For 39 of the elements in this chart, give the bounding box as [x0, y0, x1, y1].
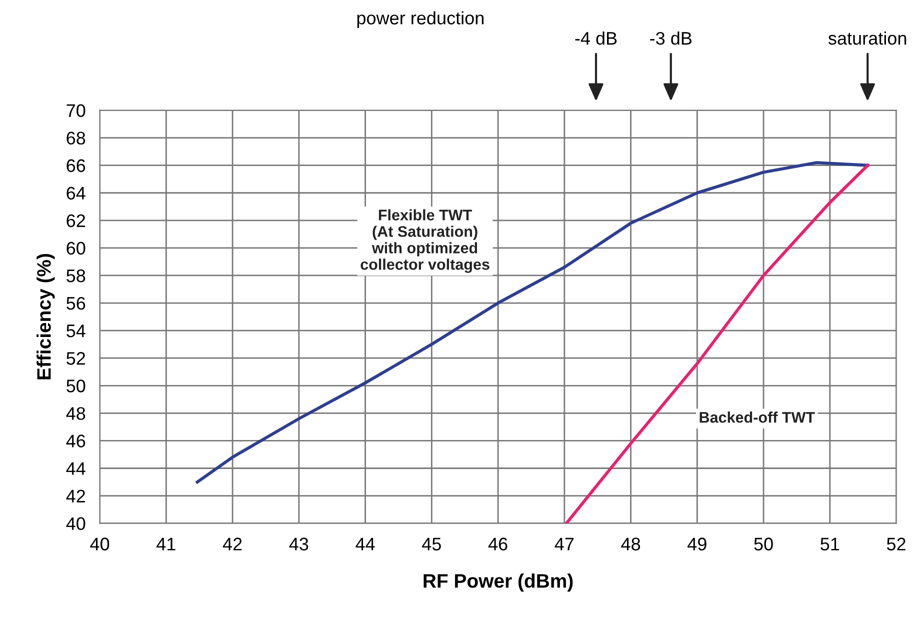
y-axis-title: Efficiency (%): [36, 254, 55, 380]
text: Flexible TWT (At Saturation) with optimized collector voltages: [360, 209, 490, 273]
y-tick-label: 50: [66, 380, 86, 392]
y-tick-label: 48: [66, 407, 86, 420]
y-tick-label: 54: [66, 324, 86, 338]
text: -3 dB: [650, 31, 692, 45]
text: power reduction: [357, 11, 484, 28]
x-tick-label: 41: [156, 538, 176, 550]
y-tick-label: 64: [66, 186, 86, 200]
x-tick-label: 43: [289, 538, 308, 550]
y-tick-label: 58: [66, 269, 86, 282]
y-tick-label: 66: [66, 159, 86, 172]
y-tick-label: 60: [66, 242, 86, 255]
x-tick-label: 50: [754, 538, 773, 550]
y-tick-label: 68: [66, 132, 86, 145]
line-series: [564, 164, 870, 524]
x-tick-label: 40: [90, 538, 110, 550]
x-axis-title: RF Power (dBm): [424, 573, 573, 592]
x-tick-label: 51: [820, 538, 840, 550]
y-tick-label: 52: [66, 352, 85, 365]
x-tick-label: 42: [222, 538, 242, 550]
x-tick-label: 49: [688, 538, 706, 550]
text: saturation: [828, 31, 906, 45]
y-tick-label: 40: [66, 517, 86, 530]
y-tick-label: 56: [66, 296, 86, 310]
x-tick-label: 52: [886, 538, 906, 550]
x-tick-label: 46: [488, 538, 508, 550]
text: -4 dB: [575, 31, 617, 45]
text: Backed-off TWT: [700, 412, 815, 423]
line-series: [196, 161, 870, 484]
y-tick-label: 44: [66, 462, 86, 475]
y-tick-label: 70: [66, 104, 86, 117]
y-tick-label: 46: [66, 434, 86, 448]
x-tick-label: 45: [422, 538, 441, 550]
x-tick-label: 48: [621, 538, 640, 550]
x-tick-label: 47: [554, 538, 574, 550]
y-tick-label: 62: [66, 214, 85, 228]
x-tick-label: 44: [356, 538, 375, 550]
y-tick-label: 42: [66, 490, 85, 502]
